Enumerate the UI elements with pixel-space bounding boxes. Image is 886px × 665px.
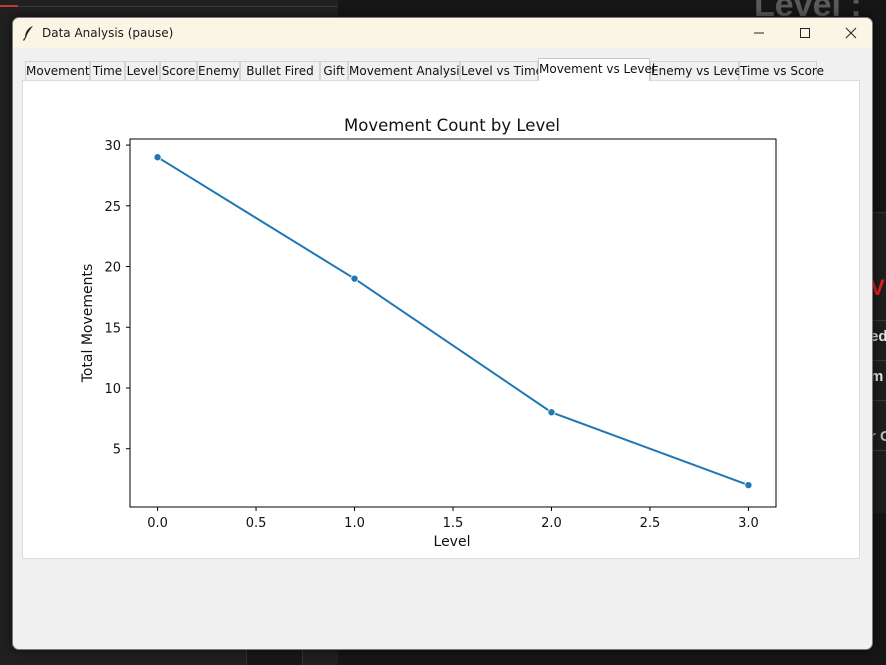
y-tick-label: 15	[104, 321, 121, 336]
window-title: Data Analysis (pause)	[42, 26, 174, 40]
x-tick-label: 1.5	[443, 516, 464, 531]
background-text-fragment: r C	[870, 428, 886, 445]
background-divider	[0, 6, 338, 7]
tab-movement-analysis[interactable]: Movement Analysis	[348, 61, 466, 80]
x-tick-label: 2.5	[640, 516, 661, 531]
y-tick-label: 20	[104, 261, 121, 276]
data-analysis-window: Data Analysis (pause) Movement Time Leve…	[12, 17, 873, 650]
data-point	[547, 408, 556, 417]
tab-enemy-vs-level[interactable]: Enemy vs Level	[650, 61, 745, 80]
background-accent-mark	[0, 5, 18, 7]
tab-score[interactable]: Score	[160, 61, 197, 80]
background-text-fragment: ed	[870, 328, 886, 345]
data-point	[153, 153, 162, 162]
plot-area	[129, 138, 777, 508]
background-row-divider	[866, 320, 886, 321]
maximize-button[interactable]	[782, 18, 828, 48]
tab-time-vs-score[interactable]: Time vs Score	[739, 61, 824, 80]
x-tick-label: 1.0	[344, 516, 365, 531]
y-axis-label: Total Movements	[80, 264, 96, 384]
x-axis-label: Level	[434, 534, 471, 550]
series-line	[157, 156, 749, 487]
y-tick-label: 25	[104, 200, 121, 215]
background-text-fragment: VE	[870, 275, 886, 300]
tab-level-vs-time[interactable]: Level vs Time	[460, 61, 543, 80]
tab-gift[interactable]: Gift	[320, 61, 348, 80]
background-row-divider	[866, 360, 886, 361]
title-bar[interactable]: Data Analysis (pause)	[13, 18, 872, 48]
close-button[interactable]	[828, 18, 872, 48]
x-tick-label: 0.5	[246, 516, 267, 531]
background-row-divider	[866, 450, 886, 451]
x-tick-label: 0.0	[147, 516, 168, 531]
background-text-fragment: m	[870, 368, 884, 385]
data-point	[350, 274, 359, 283]
background-taskbar-segment	[246, 648, 303, 665]
background-row-divider	[866, 400, 886, 401]
tab-movement[interactable]: Movement	[25, 61, 90, 80]
tab-content-panel: Movement Count by Level 0.0 0.5 1.0 1.5 2.0 2…	[22, 80, 860, 559]
y-tick-label: 5	[113, 443, 121, 458]
tab-enemy[interactable]: Enemy	[197, 61, 240, 80]
chart-title: Movement Count by Level	[344, 116, 560, 135]
y-tick-label: 30	[104, 139, 121, 154]
minimize-icon	[754, 32, 764, 34]
data-point	[744, 481, 753, 490]
x-axis: 0.0 0.5 1.0 1.5 2.0 2.5 3.0	[147, 507, 759, 531]
feather-icon	[22, 26, 33, 41]
maximize-icon	[800, 28, 810, 38]
tab-bullet-fired[interactable]: Bullet Fired	[240, 61, 320, 80]
movement-level-chart: Movement Count by Level 0.0 0.5 1.0 1.5 2.0 2…	[80, 116, 777, 550]
x-tick-label: 3.0	[738, 516, 759, 531]
tab-level[interactable]: Level	[125, 61, 160, 80]
x-tick-label: 2.0	[541, 516, 562, 531]
tab-time[interactable]: Time	[90, 61, 125, 80]
close-icon	[845, 27, 857, 39]
y-tick-label: 10	[104, 382, 121, 397]
minimize-button[interactable]	[736, 18, 782, 48]
y-axis: 5 10 15 20 25 30	[104, 139, 130, 458]
series-markers	[153, 153, 753, 490]
tab-movement-vs-level[interactable]: Movement vs Level	[538, 58, 655, 81]
